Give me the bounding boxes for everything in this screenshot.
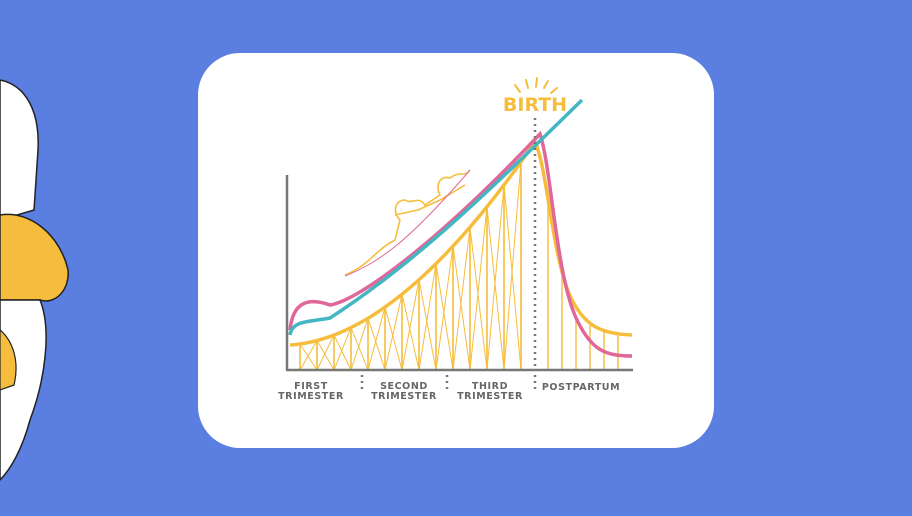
line-teal bbox=[288, 98, 584, 336]
trestle-brace bbox=[299, 340, 318, 371]
trestle-brace bbox=[486, 206, 505, 371]
trestle-brace bbox=[503, 161, 522, 371]
trestle-brace bbox=[486, 184, 505, 371]
trestle-brace bbox=[452, 246, 471, 371]
trestle-brace bbox=[316, 340, 335, 371]
trestle-brace bbox=[503, 184, 522, 371]
stage-label: TRIMESTER bbox=[278, 391, 344, 402]
trestle-brace bbox=[350, 318, 369, 371]
trestle-brace bbox=[401, 294, 420, 371]
stage-label: FIRST bbox=[294, 381, 328, 392]
trestle-brace bbox=[452, 227, 471, 371]
stage-label: TRIMESTER bbox=[371, 391, 437, 402]
trestle-brace bbox=[435, 246, 454, 371]
trestle-brace bbox=[333, 334, 352, 371]
trestle-brace bbox=[418, 279, 437, 371]
trestle-brace bbox=[333, 327, 352, 371]
trestle-brace bbox=[418, 263, 437, 371]
card bbox=[198, 53, 714, 448]
birth-label: BIRTH bbox=[503, 94, 567, 116]
trestle-brace bbox=[401, 279, 420, 371]
hormone-coaster: FIRSTTRIMESTERSECONDTRIMESTERTHIRDTRIMES… bbox=[278, 98, 633, 402]
coaster-track-pink bbox=[344, 169, 471, 277]
stage-label: POSTPARTUM bbox=[542, 382, 620, 393]
trestle-brace bbox=[384, 294, 403, 371]
trestle-brace bbox=[316, 334, 335, 371]
trestle-brace bbox=[469, 206, 488, 371]
birth-burst bbox=[514, 77, 558, 94]
line-pink bbox=[288, 130, 633, 358]
stage-label: THIRD bbox=[472, 381, 508, 392]
trestle-brace bbox=[384, 306, 403, 371]
trestle-brace bbox=[469, 227, 488, 371]
stage-label: TRIMESTER bbox=[457, 391, 523, 402]
trestle-brace bbox=[299, 343, 318, 371]
trestle-brace bbox=[350, 327, 369, 371]
coaster-cars bbox=[344, 169, 471, 276]
trestle-brace bbox=[435, 263, 454, 371]
character bbox=[0, 79, 69, 482]
trestle-brace bbox=[367, 318, 386, 371]
trestle-brace bbox=[367, 306, 386, 371]
stage-label: SECOND bbox=[380, 381, 428, 392]
